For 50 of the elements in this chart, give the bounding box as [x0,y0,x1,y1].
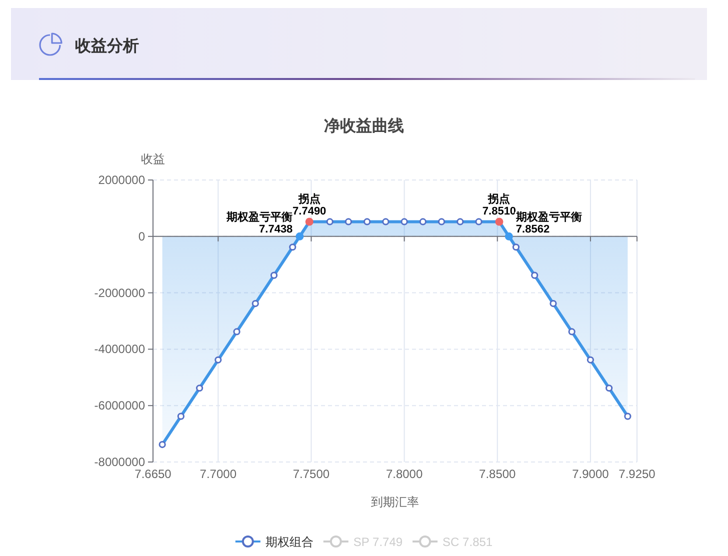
point [289,244,296,251]
x-tick-label: 7.9250 [618,467,656,481]
point [624,412,632,420]
annotation: 拐点 7.7490 [292,192,326,218]
annotation: 期权盈亏平衡 7.7438 [226,210,293,236]
point [382,218,390,226]
point [400,218,408,226]
x-tick-label: 7.8500 [479,467,516,481]
x-tick-label: 7.9000 [572,467,610,481]
point [586,356,594,364]
point [270,272,278,279]
y-tick-label: -8000000 [94,455,146,469]
y-tick-label: -4000000 [94,342,146,356]
point [568,328,576,336]
point [252,300,259,308]
x-axis-title: 到期汇率 [371,495,419,509]
x-tick-label: 7.8000 [386,467,423,481]
point [196,384,204,392]
point [326,218,334,226]
y-tick-label: 2000000 [98,173,146,187]
y-tick-label: -6000000 [94,398,146,413]
point [550,300,557,308]
point [158,440,166,448]
point [512,244,520,251]
text: 收益分析 [75,37,139,55]
point [456,218,464,226]
point [177,412,184,420]
point [305,218,314,226]
annotation: 期权盈亏平衡 7.8562 [514,210,582,236]
point [495,218,504,226]
point [233,328,240,336]
y-axis-title: 收益 [141,152,165,166]
point [419,218,426,226]
point [214,356,222,364]
x-tick-label: 7.6650 [134,467,172,481]
point [531,272,538,279]
point [504,232,513,240]
point [475,218,482,226]
point [606,384,613,392]
y-tick-label: -2000000 [94,286,146,300]
annotation: 拐点 7.8510 [482,192,516,218]
point [364,218,371,226]
point [344,218,352,226]
legend-label: 期权组合 [265,535,314,549]
y-tick-label: 0 [138,229,146,244]
point [438,218,446,226]
chart-title: 净收益曲线 [324,117,404,135]
x-tick-label: 7.7000 [200,467,237,481]
point [296,232,304,240]
x-tick-label: 7.7500 [292,467,330,481]
